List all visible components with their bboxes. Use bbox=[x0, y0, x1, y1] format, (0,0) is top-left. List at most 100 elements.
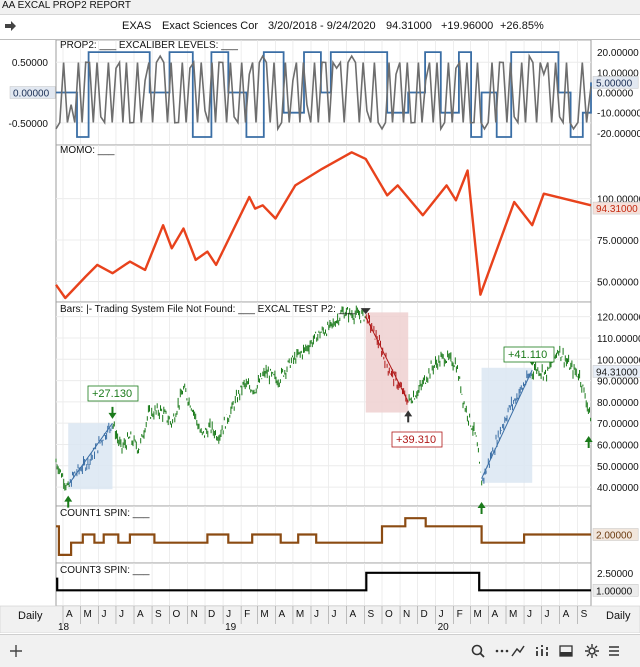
trade-line-1 bbox=[67, 422, 113, 486]
last-price: 94.31000 bbox=[386, 20, 432, 32]
momo-label: MOMO: ___ bbox=[60, 145, 115, 156]
bars-right-tick: 100.00000 bbox=[597, 355, 640, 366]
bars-right-tick: 90.00000 bbox=[597, 377, 639, 388]
timeframe-right: Daily bbox=[606, 610, 631, 622]
bars-right-tick: 80.00000 bbox=[597, 398, 639, 409]
prop2-left-tick: -0.50000 bbox=[9, 119, 49, 130]
navigate-arrow-icon[interactable] bbox=[3, 19, 17, 33]
exit-arrow-1 bbox=[108, 406, 117, 419]
bars-right-tick: 110.00000 bbox=[597, 334, 640, 345]
month-label: D bbox=[421, 609, 428, 620]
trade-line-2 bbox=[365, 316, 409, 403]
momo-line bbox=[55, 151, 592, 300]
momo-value-badge-bg bbox=[592, 201, 640, 215]
month-label: N bbox=[403, 609, 410, 620]
count3-value-badge-bg bbox=[592, 584, 639, 597]
panel-count3 bbox=[55, 562, 592, 607]
month-label: S bbox=[581, 609, 588, 620]
momo-right-tick: 100.00000 bbox=[597, 195, 640, 206]
bars-right-tick: 40.00000 bbox=[597, 483, 639, 494]
bars-right-tick: 120.00000 bbox=[597, 313, 640, 324]
chart-style-icon[interactable] bbox=[534, 643, 550, 659]
month-label: J bbox=[331, 609, 336, 620]
month-label: J bbox=[101, 609, 106, 620]
price-bars bbox=[55, 305, 592, 491]
count1-line bbox=[56, 517, 591, 556]
prop2-left-badge: 0.00000 bbox=[13, 89, 50, 100]
chart-canvas[interactable]: PROP2: ___ EXCALIBER LEVELS: ___ 0.50000 -… bbox=[0, 40, 640, 633]
month-label: J bbox=[119, 609, 124, 620]
bottom-toolbar bbox=[0, 634, 640, 667]
search-icon[interactable] bbox=[470, 643, 486, 659]
prop2-right-tick: 10.00000 bbox=[597, 68, 639, 79]
window-title: AA EXCAL PROP2 REPORT bbox=[2, 0, 131, 11]
count3-right-tick: 2.50000 bbox=[597, 569, 634, 580]
prop2-left-tick: 0.50000 bbox=[12, 58, 49, 69]
month-label: J bbox=[545, 609, 550, 620]
short-entry-marker bbox=[360, 308, 371, 315]
month-label: A bbox=[137, 609, 144, 620]
more-icon[interactable] bbox=[494, 643, 510, 659]
symbol: EXAS bbox=[122, 20, 152, 32]
month-label: S bbox=[155, 609, 162, 620]
trade-result-2: +39.310 bbox=[396, 434, 436, 446]
prop2-right-badge: 5.00000 bbox=[596, 78, 633, 89]
count3-label: COUNT3 SPIN: ___ bbox=[60, 565, 150, 576]
bars-value-badge: 94.31000 bbox=[596, 367, 638, 378]
prop2-right-tick: -10.00000 bbox=[597, 109, 640, 120]
count1-label: COUNT1 SPIN: ___ bbox=[60, 508, 150, 519]
month-label: M bbox=[83, 609, 91, 620]
chart-info-bar: EXAS Exact Sciences Cor 3/20/2018 - 9/24… bbox=[0, 15, 640, 40]
bars-label: Bars: |- Trading System File Not Found: … bbox=[60, 304, 356, 315]
settings-icon[interactable] bbox=[584, 643, 600, 659]
month-label: J bbox=[439, 609, 444, 620]
month-label: N bbox=[191, 609, 198, 620]
panel-layout-icon[interactable] bbox=[558, 643, 574, 659]
month-label: M bbox=[509, 609, 517, 620]
exit-arrow-2 bbox=[404, 410, 413, 423]
month-label: F bbox=[244, 609, 250, 620]
trade-line-3 bbox=[481, 369, 533, 479]
date-range: 3/20/2018 - 9/24/2020 bbox=[268, 20, 376, 32]
month-label: A bbox=[492, 609, 499, 620]
year-label: 19 bbox=[225, 622, 237, 633]
entry-arrow-4 bbox=[584, 435, 593, 448]
trade-result-3: +41.110 bbox=[508, 349, 547, 361]
count1-value-badge-bg bbox=[592, 528, 639, 541]
month-label: M bbox=[296, 609, 304, 620]
trade-result-3-box bbox=[503, 346, 555, 363]
month-label: A bbox=[66, 609, 73, 620]
month-label: D bbox=[208, 609, 215, 620]
month-label: M bbox=[473, 609, 481, 620]
month-label: A bbox=[349, 609, 356, 620]
month-label: M bbox=[260, 609, 268, 620]
list-icon[interactable] bbox=[606, 643, 622, 659]
trade-result-1: +27.130 bbox=[92, 388, 132, 400]
month-label: J bbox=[314, 609, 319, 620]
momo-right-tick: 75.00000 bbox=[597, 236, 639, 247]
month-label: A bbox=[563, 609, 570, 620]
month-label: A bbox=[278, 609, 285, 620]
prop2-right-tick: 0.00000 bbox=[597, 89, 634, 100]
momo-value-badge: 94.31000 bbox=[596, 204, 638, 215]
month-label: O bbox=[173, 609, 181, 620]
prop2-label: PROP2: ___ EXCALIBER LEVELS: ___ bbox=[60, 40, 238, 51]
count1-value-badge: 2.00000 bbox=[596, 531, 633, 542]
month-label: S bbox=[368, 609, 375, 620]
month-label: J bbox=[527, 609, 532, 620]
draw-line-icon[interactable] bbox=[510, 643, 526, 659]
bars-right-tick: 70.00000 bbox=[597, 419, 639, 430]
prop2-right-tick: 20.00000 bbox=[597, 48, 639, 59]
add-icon[interactable] bbox=[8, 643, 24, 659]
bars-value-badge-bg bbox=[592, 365, 640, 378]
prop2-right-tick: -20.00000 bbox=[597, 129, 640, 140]
year-label: 18 bbox=[58, 622, 70, 633]
timeframe-left: Daily bbox=[18, 610, 43, 622]
price-change: +19.96000 bbox=[441, 20, 494, 32]
trade-box-2 bbox=[365, 312, 409, 413]
entry-arrow-1 bbox=[64, 495, 73, 508]
entry-arrow-3 bbox=[477, 502, 486, 514]
prop2-right-badge-bg bbox=[592, 76, 639, 89]
month-label: J bbox=[226, 609, 231, 620]
price-change-pct: +26.85% bbox=[500, 20, 544, 32]
